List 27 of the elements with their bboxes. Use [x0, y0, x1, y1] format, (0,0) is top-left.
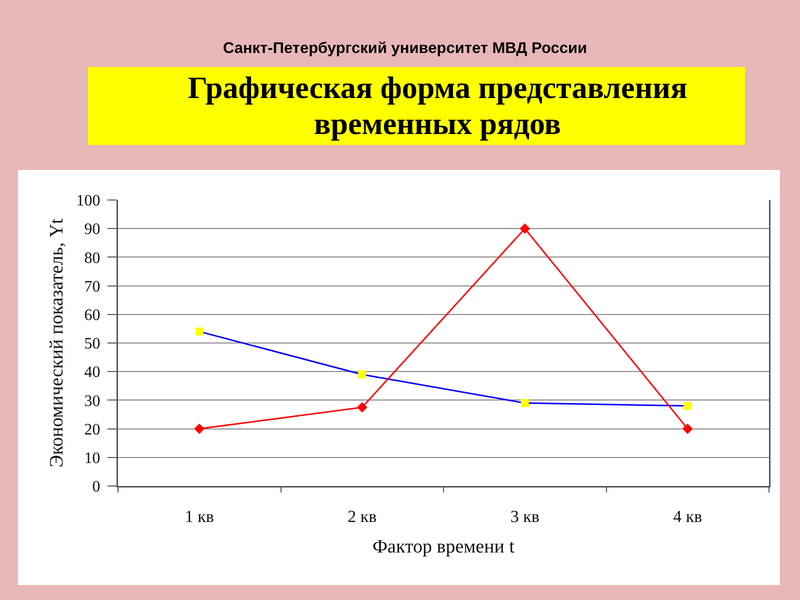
- x-tick-label: 1 кв: [184, 506, 214, 526]
- x-tick-label: 3 кв: [510, 506, 540, 526]
- y-tick-label: 60: [84, 307, 100, 324]
- y-tick-label: 10: [84, 450, 100, 467]
- point: [682, 424, 693, 434]
- point: [356, 402, 368, 413]
- y-tick-label: 90: [84, 221, 100, 238]
- y-axis-title: Экономический показатель, Yt: [46, 218, 68, 468]
- point: [684, 402, 692, 410]
- y-tick-label: 50: [84, 336, 100, 353]
- y-tick-label: 30: [84, 392, 100, 410]
- y-tick-label: 40: [84, 364, 100, 382]
- point: [194, 424, 205, 434]
- point: [520, 223, 530, 234]
- y-tick-label: 0: [92, 478, 100, 496]
- y-tick-label: 100: [76, 192, 100, 210]
- x-tick-label: 2 кв: [348, 506, 377, 526]
- text: Санкт-Петербургский университет МВД России: [222, 40, 588, 58]
- point: [520, 399, 529, 408]
- x-tick-label: 4 кв: [673, 506, 702, 526]
- y-tick-label: 20: [84, 421, 100, 438]
- y-tick-label: 70: [84, 278, 100, 296]
- x-axis-title: Фактор времени t: [372, 536, 516, 558]
- chart-title: Графическая форма представления временных рядов: [186, 70, 688, 142]
- y-tick-label: 80: [84, 250, 100, 267]
- point: [195, 328, 204, 336]
- point: [358, 370, 366, 378]
